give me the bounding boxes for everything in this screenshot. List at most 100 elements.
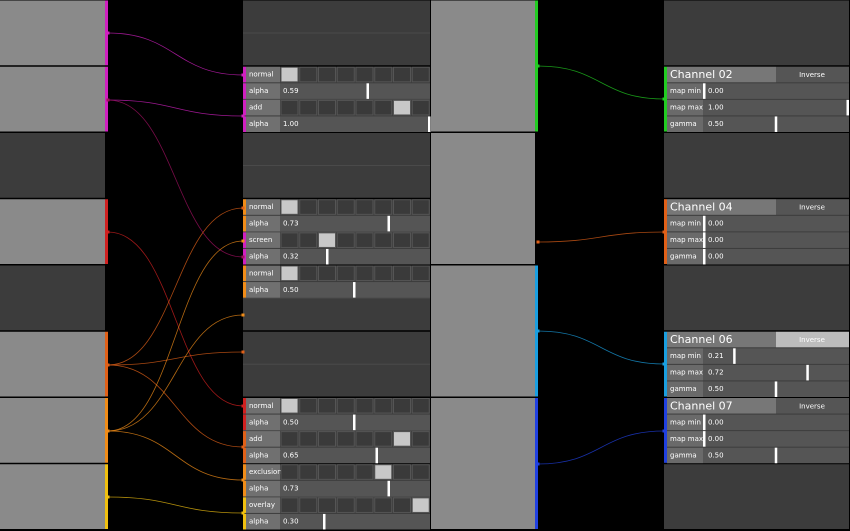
blend-mode-option[interactable] — [299, 497, 318, 513]
blend-mode-option[interactable] — [299, 464, 318, 480]
blend-mode-option[interactable] — [355, 99, 374, 116]
slider-track[interactable] — [703, 215, 849, 232]
blend-mode-option[interactable] — [280, 99, 299, 116]
slider-track[interactable] — [703, 364, 849, 381]
blend-mode-option[interactable] — [280, 66, 299, 83]
slider-handle[interactable] — [703, 248, 706, 265]
blend-mode-option[interactable] — [336, 464, 355, 480]
source-tile[interactable] — [0, 0, 105, 66]
slider-handle[interactable] — [353, 414, 356, 431]
blend-mode-option[interactable] — [280, 199, 299, 215]
slider-handle[interactable] — [387, 215, 391, 232]
slider-handle[interactable] — [375, 447, 379, 464]
slider-handle[interactable] — [703, 215, 706, 232]
inverse-button[interactable] — [776, 199, 849, 215]
slider-track[interactable] — [703, 83, 849, 99]
blend-mode-option[interactable] — [374, 398, 393, 414]
source-tile[interactable] — [0, 66, 105, 132]
output-tile[interactable] — [431, 265, 535, 397]
blend-mode-option[interactable] — [280, 398, 299, 414]
blend-mode-option[interactable] — [280, 265, 299, 282]
slider-handle[interactable] — [703, 414, 706, 431]
source-tile[interactable] — [0, 265, 105, 331]
blend-mode-option[interactable] — [374, 199, 393, 215]
blend-mode-option[interactable] — [393, 431, 411, 447]
blend-mode-option[interactable] — [355, 199, 374, 215]
slider-handle[interactable] — [366, 83, 370, 99]
slider-handle[interactable] — [774, 116, 778, 132]
blend-mode-option[interactable] — [374, 497, 393, 513]
blend-mode-option[interactable] — [411, 431, 430, 447]
slider-track[interactable] — [280, 480, 430, 497]
slider-handle[interactable] — [774, 381, 778, 397]
slider-track[interactable] — [703, 414, 849, 431]
blend-mode-option[interactable] — [336, 497, 355, 513]
blend-mode-option[interactable] — [355, 431, 374, 447]
slider-handle[interactable] — [703, 232, 706, 248]
blend-mode-option[interactable] — [299, 99, 318, 116]
blend-mode-option[interactable] — [374, 464, 393, 480]
inverse-button[interactable] — [776, 66, 849, 83]
blend-mode-option[interactable] — [299, 265, 318, 282]
blend-mode-option[interactable] — [393, 199, 411, 215]
blend-mode-option[interactable] — [318, 99, 336, 116]
slider-track[interactable] — [280, 215, 430, 232]
blend-mode-option[interactable] — [393, 497, 411, 513]
blend-mode-option[interactable] — [280, 464, 299, 480]
slider-track[interactable] — [280, 447, 430, 464]
blend-mode-option[interactable] — [355, 232, 374, 248]
slider-handle[interactable] — [703, 83, 706, 99]
blend-mode-option[interactable] — [411, 265, 430, 282]
blend-mode-option[interactable] — [280, 232, 299, 248]
blend-mode-option[interactable] — [336, 265, 355, 282]
slider-track[interactable] — [280, 83, 430, 99]
output-tile[interactable] — [431, 0, 535, 132]
blend-mode-option[interactable] — [318, 265, 336, 282]
slider-handle[interactable] — [326, 248, 329, 265]
slider-handle[interactable] — [846, 99, 850, 116]
blend-mode-option[interactable] — [393, 398, 411, 414]
blend-mode-option[interactable] — [336, 431, 355, 447]
slider-handle[interactable] — [323, 513, 326, 530]
slider-handle[interactable] — [387, 480, 391, 497]
blend-mode-option[interactable] — [355, 398, 374, 414]
blend-mode-option[interactable] — [299, 398, 318, 414]
blend-mode-option[interactable] — [393, 99, 411, 116]
inverse-button[interactable] — [776, 398, 849, 414]
blend-mode-option[interactable] — [280, 497, 299, 513]
slider-track[interactable] — [703, 431, 849, 447]
inverse-button[interactable] — [776, 331, 849, 348]
source-tile[interactable] — [0, 133, 105, 198]
blend-mode-option[interactable] — [318, 464, 336, 480]
blend-mode-option[interactable] — [336, 66, 355, 83]
blend-mode-option[interactable] — [411, 497, 430, 513]
blend-mode-option[interactable] — [355, 464, 374, 480]
blend-mode-option[interactable] — [336, 199, 355, 215]
blend-mode-option[interactable] — [336, 398, 355, 414]
slider-handle[interactable] — [703, 431, 706, 447]
slider-handle[interactable] — [806, 364, 809, 381]
blend-mode-option[interactable] — [299, 199, 318, 215]
blend-mode-option[interactable] — [411, 398, 430, 414]
blend-mode-option[interactable] — [336, 99, 355, 116]
blend-mode-option[interactable] — [299, 66, 318, 83]
blend-mode-option[interactable] — [318, 497, 336, 513]
slider-handle[interactable] — [353, 282, 356, 298]
slider-handle[interactable] — [774, 447, 778, 464]
blend-mode-option[interactable] — [299, 232, 318, 248]
blend-mode-option[interactable] — [393, 265, 411, 282]
source-tile[interactable] — [0, 464, 105, 529]
slider-track[interactable] — [280, 116, 430, 132]
blend-mode-option[interactable] — [280, 431, 299, 447]
blend-mode-option[interactable] — [411, 99, 430, 116]
blend-mode-option[interactable] — [299, 431, 318, 447]
blend-mode-option[interactable] — [411, 66, 430, 83]
blend-mode-option[interactable] — [393, 232, 411, 248]
source-tile[interactable] — [0, 398, 105, 463]
slider-track[interactable] — [703, 232, 849, 248]
blend-mode-option[interactable] — [393, 464, 411, 480]
blend-mode-option[interactable] — [374, 99, 393, 116]
blend-mode-option[interactable] — [374, 265, 393, 282]
slider-handle[interactable] — [733, 348, 736, 364]
source-tile[interactable] — [0, 331, 105, 397]
